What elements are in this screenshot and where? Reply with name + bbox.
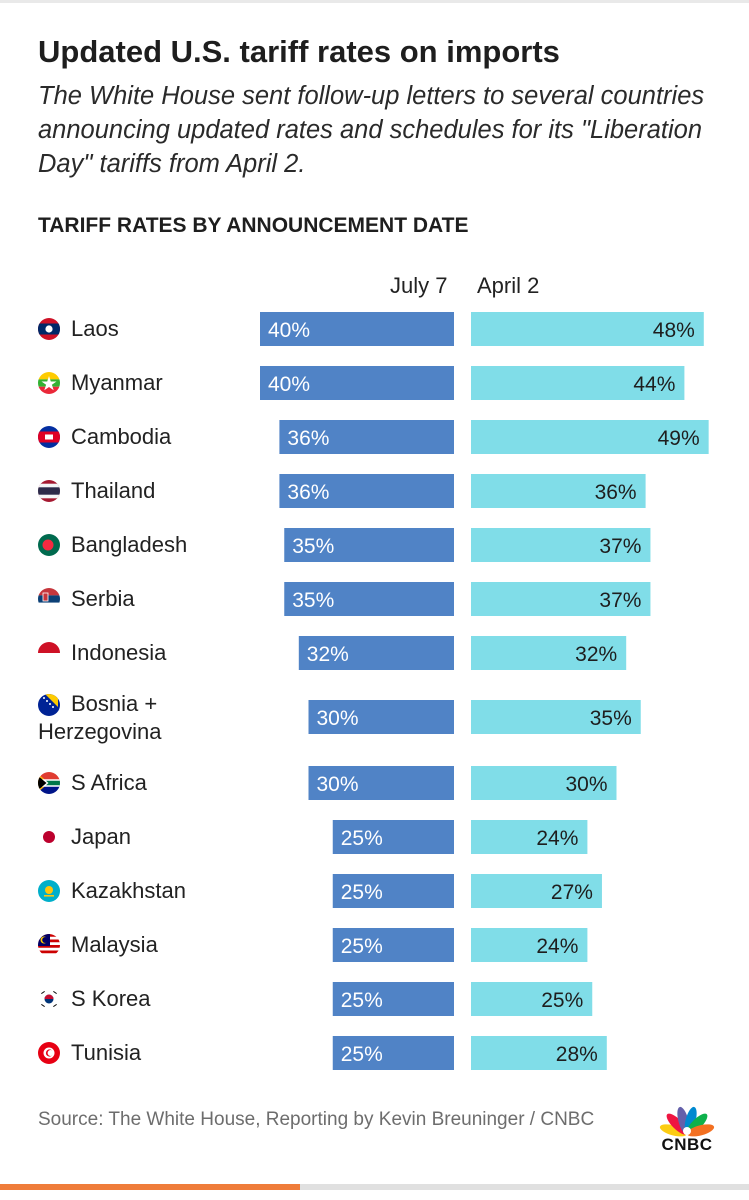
- bar-label-july7: 25%: [341, 1043, 383, 1066]
- country-label: Japan: [71, 824, 131, 849]
- bar-label-april2: 48%: [653, 319, 695, 342]
- country-label: Tunisia: [71, 1040, 142, 1065]
- malaysia-flag-icon: [38, 934, 60, 956]
- cnbc-logo: CNBC: [654, 1104, 720, 1156]
- bar-label-april2: 35%: [590, 707, 632, 730]
- bar-july7: [279, 474, 454, 508]
- bar-april2: [471, 928, 588, 962]
- bar-july7: [332, 820, 454, 854]
- bosnia-flag-icon: [38, 694, 60, 716]
- page-subtitle: The White House sent follow-up letters t…: [38, 82, 705, 178]
- country-label: Thailand: [71, 478, 156, 503]
- myanmar-flag-icon: [38, 372, 60, 394]
- bar-label-april2: 30%: [565, 773, 607, 796]
- bar-label-april2: 49%: [658, 427, 700, 450]
- bar-april2: [471, 312, 704, 346]
- cnbc-logo-text: CNBC: [661, 1135, 713, 1154]
- bar-april2: [471, 528, 651, 562]
- country-label: Bosnia + Herzegovina: [38, 691, 162, 744]
- bar-label-april2: 27%: [551, 881, 593, 904]
- south-africa-flag-icon: [38, 772, 60, 794]
- bar-label-july7: 25%: [341, 935, 383, 958]
- bar-label-april2: 24%: [536, 935, 578, 958]
- south-korea-flag-icon: [38, 988, 60, 1010]
- bar-july7: [298, 636, 454, 670]
- source-note: Source: The White House, Reporting by Ke…: [38, 1109, 595, 1130]
- bar-april2: [471, 366, 685, 400]
- tunisia-flag-icon: [38, 1042, 60, 1064]
- bar-label-april2: 28%: [556, 1043, 598, 1066]
- page-title: Updated U.S. tariff rates on imports: [38, 34, 560, 69]
- bar-label-july7: 35%: [292, 589, 334, 612]
- bar-label-july7: 36%: [287, 481, 329, 504]
- bar-label-april2: 37%: [599, 535, 641, 558]
- bar-july7: [332, 1036, 454, 1070]
- bar-july7: [308, 700, 454, 734]
- bar-july7: [332, 928, 454, 962]
- bar-label-july7: 32%: [307, 643, 349, 666]
- cambodia-flag-icon: [38, 426, 60, 448]
- bar-april2: [471, 474, 646, 508]
- japan-flag-icon: [38, 826, 60, 848]
- bar-label-july7: 40%: [268, 373, 310, 396]
- bar-label-april2: 32%: [575, 643, 617, 666]
- bar-july7: [308, 766, 454, 800]
- bar-april2: [471, 1036, 607, 1070]
- bar-label-april2: 24%: [536, 827, 578, 850]
- country-label: Bangladesh: [71, 532, 188, 557]
- bar-label-july7: 36%: [287, 427, 329, 450]
- bar-july7: [284, 528, 454, 562]
- bar-april2: [471, 636, 627, 670]
- bar-april2: [471, 820, 588, 854]
- thailand-flag-icon: [38, 480, 60, 502]
- bar-july7: [260, 312, 454, 346]
- bar-july7: [332, 982, 454, 1016]
- bar-label-april2: 44%: [633, 373, 675, 396]
- bar-july7: [332, 874, 454, 908]
- bar-label-july7: 30%: [317, 707, 359, 730]
- bar-label-july7: 25%: [341, 881, 383, 904]
- bar-july7: [260, 366, 454, 400]
- bar-label-july7: 35%: [292, 535, 334, 558]
- bar-july7: [279, 420, 454, 454]
- country-label: Cambodia: [71, 424, 172, 449]
- scroll-progress-fill: [0, 1184, 300, 1190]
- bar-april2: [471, 982, 593, 1016]
- chart-section-title: TARIFF RATES BY ANNOUNCEMENT DATE: [38, 214, 469, 237]
- scroll-progress-bar: [0, 1184, 749, 1190]
- bar-april2: [471, 582, 651, 616]
- bar-july7: [284, 582, 454, 616]
- bar-label-july7: 25%: [341, 827, 383, 850]
- laos-flag-icon: [38, 318, 60, 340]
- country-label: S Korea: [71, 986, 151, 1011]
- tariff-bar-chart: 40% 48% 40% 44% 36% 49% 36% 36% 35% 37% 35% 37% 32% 3…: [260, 312, 709, 1070]
- country-label: Indonesia: [71, 640, 167, 665]
- column-header-april2: April 2: [477, 273, 540, 298]
- bar-label-april2: 37%: [599, 589, 641, 612]
- country-label: Myanmar: [71, 370, 163, 395]
- peacock-icon: [659, 1106, 715, 1137]
- bar-label-april2: 36%: [595, 481, 637, 504]
- country-label: Laos: [71, 316, 119, 341]
- bar-label-april2: 25%: [541, 989, 583, 1012]
- serbia-flag-icon: [38, 588, 60, 610]
- indonesia-flag-icon: [38, 642, 60, 664]
- bar-label-july7: 40%: [268, 319, 310, 342]
- kazakhstan-flag-icon: [38, 880, 60, 902]
- bar-label-july7: 30%: [317, 773, 359, 796]
- country-label: Serbia: [71, 586, 135, 611]
- bar-april2: [471, 874, 602, 908]
- bar-april2: [471, 420, 709, 454]
- country-label: Kazakhstan: [71, 878, 186, 903]
- top-divider: [0, 0, 749, 3]
- column-header-july7: July 7: [390, 273, 448, 298]
- bar-label-july7: 25%: [341, 989, 383, 1012]
- bar-april2: [471, 766, 617, 800]
- country-label: Malaysia: [71, 932, 158, 957]
- bangladesh-flag-icon: [38, 534, 60, 556]
- country-label: S Africa: [71, 770, 147, 795]
- bar-april2: [471, 700, 641, 734]
